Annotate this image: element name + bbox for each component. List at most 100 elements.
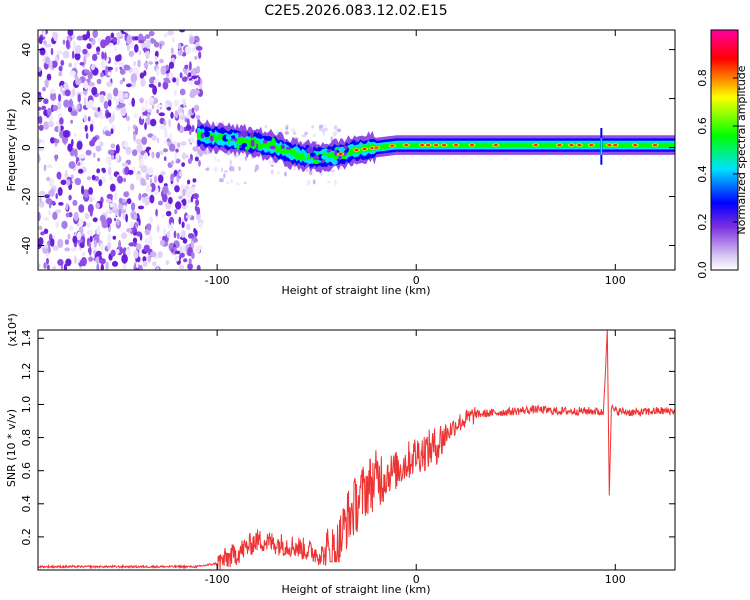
- spectrogram-noise-cell: [114, 55, 121, 62]
- spectrogram-noise-cell: [188, 72, 192, 78]
- spectrogram-noise-cell: [194, 156, 199, 162]
- snr-y-tick-label: 0.8: [20, 429, 33, 447]
- spectrogram-noise-cell: [78, 204, 85, 213]
- spectrogram-noise-cell: [162, 185, 169, 194]
- spectrogram-noise-cell: [333, 130, 336, 135]
- spectrogram-noise-cell: [38, 106, 42, 111]
- spectrogram-noise-cell: [149, 194, 155, 204]
- spectrogram-noise-cell: [133, 249, 139, 259]
- spectrogram-noise-cell: [98, 179, 103, 187]
- spectrogram-noise-cell: [183, 258, 188, 263]
- spectrogram-noise-cell: [118, 61, 125, 68]
- spectrogram-noise-cell: [38, 147, 44, 152]
- spectrogram-noise-cell: [97, 107, 101, 112]
- spectrogram-noise-cell: [60, 85, 64, 94]
- spectrogram-band-cell: [306, 152, 311, 160]
- spectrogram-noise-cell: [105, 65, 108, 75]
- spectrogram-noise-cell: [79, 242, 85, 249]
- spectrogram-noise-cell: [44, 78, 49, 88]
- spectrogram-noise-cell: [194, 205, 198, 212]
- spectrogram-noise-cell: [65, 212, 70, 218]
- spectrogram-noise-cell: [57, 238, 64, 248]
- spectrogram-noise-cell: [88, 241, 92, 248]
- spectrogram-noise-cell: [88, 246, 92, 256]
- snr-x-tick-label: 0: [413, 573, 420, 586]
- spectrogram-noise-cell: [132, 213, 138, 220]
- snr-ticks: -100 0 100 0.2 0.4 0.6 0.8 1.0 1.2 1.4: [20, 330, 675, 586]
- spectrogram-noise-cell: [179, 112, 183, 117]
- spectrogram-noise-cell: [181, 76, 188, 82]
- spectrogram-noise-cell: [182, 198, 187, 206]
- spectrogram-noise-cell: [162, 193, 168, 203]
- spectrogram-band-cell: [244, 146, 250, 151]
- spectrogram-noise-cell: [168, 72, 174, 80]
- spectrogram-y-tick-label: -20: [20, 188, 33, 206]
- spectrogram-noise-cell: [42, 86, 46, 92]
- spectrogram-noise-cell: [193, 133, 199, 138]
- spectrogram-noise-cell: [168, 118, 172, 128]
- spectrogram-noise-cell: [48, 177, 55, 188]
- spectrogram-x-tick-label: 100: [605, 274, 626, 287]
- spectrogram-noise-cell: [174, 152, 177, 162]
- spectrogram-noise-cell: [159, 239, 165, 246]
- spectrogram-noise-cell: [126, 45, 130, 51]
- spectrogram-noise-cell: [79, 61, 85, 66]
- spectrogram-noise-cell: [74, 44, 82, 54]
- spectrogram-noise-cell: [132, 237, 138, 244]
- spectrogram-noise-cell: [39, 47, 46, 56]
- spectrogram-noise-cell: [86, 229, 93, 236]
- snr-y-tick-label: 1.2: [20, 363, 33, 381]
- snr-frame: [37, 329, 676, 571]
- spectrogram-noise-cell: [88, 256, 94, 262]
- spectrogram-noise-cell: [153, 41, 160, 48]
- spectrogram-noise-cell: [38, 115, 43, 125]
- spectrogram-noise-cell: [89, 99, 94, 108]
- spectrogram-noise-cell: [216, 158, 221, 163]
- spectrogram-noise-cell: [285, 125, 289, 131]
- spectrogram-noise-cell: [92, 30, 98, 38]
- spectrogram-noise-cell: [177, 142, 181, 148]
- spectrogram-noise-cell: [52, 245, 59, 251]
- spectrogram-noise-cell: [76, 35, 84, 41]
- spectrogram-noise-cell: [144, 122, 147, 130]
- spectrogram-noise-cell: [139, 97, 145, 103]
- spectrogram-band-cell: [257, 145, 263, 150]
- spectrogram-noise-cell: [99, 242, 104, 250]
- spectrogram-band-cell: [250, 142, 255, 147]
- spectrogram-noise-cell: [309, 169, 313, 176]
- spectrogram-noise-cell: [333, 125, 338, 130]
- spectrogram-noise-cell: [134, 126, 138, 136]
- snr-y-tick-label: 1.4: [20, 330, 33, 348]
- spectrogram-noise-cell: [118, 239, 121, 250]
- spectrogram-noise-cell: [322, 130, 325, 136]
- spectrogram-noise-cell: [198, 160, 201, 167]
- spectrogram-noise-cell: [101, 51, 105, 60]
- spectrogram-noise-cell: [145, 39, 151, 49]
- spectrogram-noise-cell: [146, 108, 153, 113]
- spectrogram-noise-cell: [151, 135, 157, 141]
- spectrogram-hot-cell: [390, 144, 395, 147]
- spectrogram-noise-cell: [187, 158, 192, 165]
- spectrogram-noise-cell: [129, 221, 134, 228]
- spectrogram-noise-cell: [68, 62, 72, 68]
- spectrogram-noise-cell: [45, 197, 52, 205]
- spectrogram-noise-cell: [126, 198, 132, 205]
- spectrogram-noise-cell: [84, 124, 88, 132]
- spectrogram-x-tick-label: -100: [205, 274, 230, 287]
- spectrogram-noise-cell: [169, 133, 173, 141]
- spectrogram-noise-cell: [140, 106, 147, 113]
- spectrogram-noise-cell: [163, 120, 167, 127]
- spectrogram-noise-cell: [89, 197, 93, 203]
- spectrogram-noise-cell: [191, 47, 197, 53]
- spectrogram-noise-cell: [137, 205, 145, 210]
- spectrogram-noise-cell: [88, 82, 95, 87]
- spectrogram-noise-cell: [61, 220, 68, 229]
- spectrogram-noise-cell: [96, 225, 101, 236]
- spectrogram-noise-cell: [170, 111, 174, 119]
- spectrogram-noise-cell: [115, 144, 120, 154]
- spectrogram-noise-cell: [91, 86, 98, 96]
- spectrogram-noise-cell: [92, 106, 97, 111]
- spectrogram-noise-cell: [170, 248, 174, 253]
- spectrogram-noise-cell: [139, 158, 144, 167]
